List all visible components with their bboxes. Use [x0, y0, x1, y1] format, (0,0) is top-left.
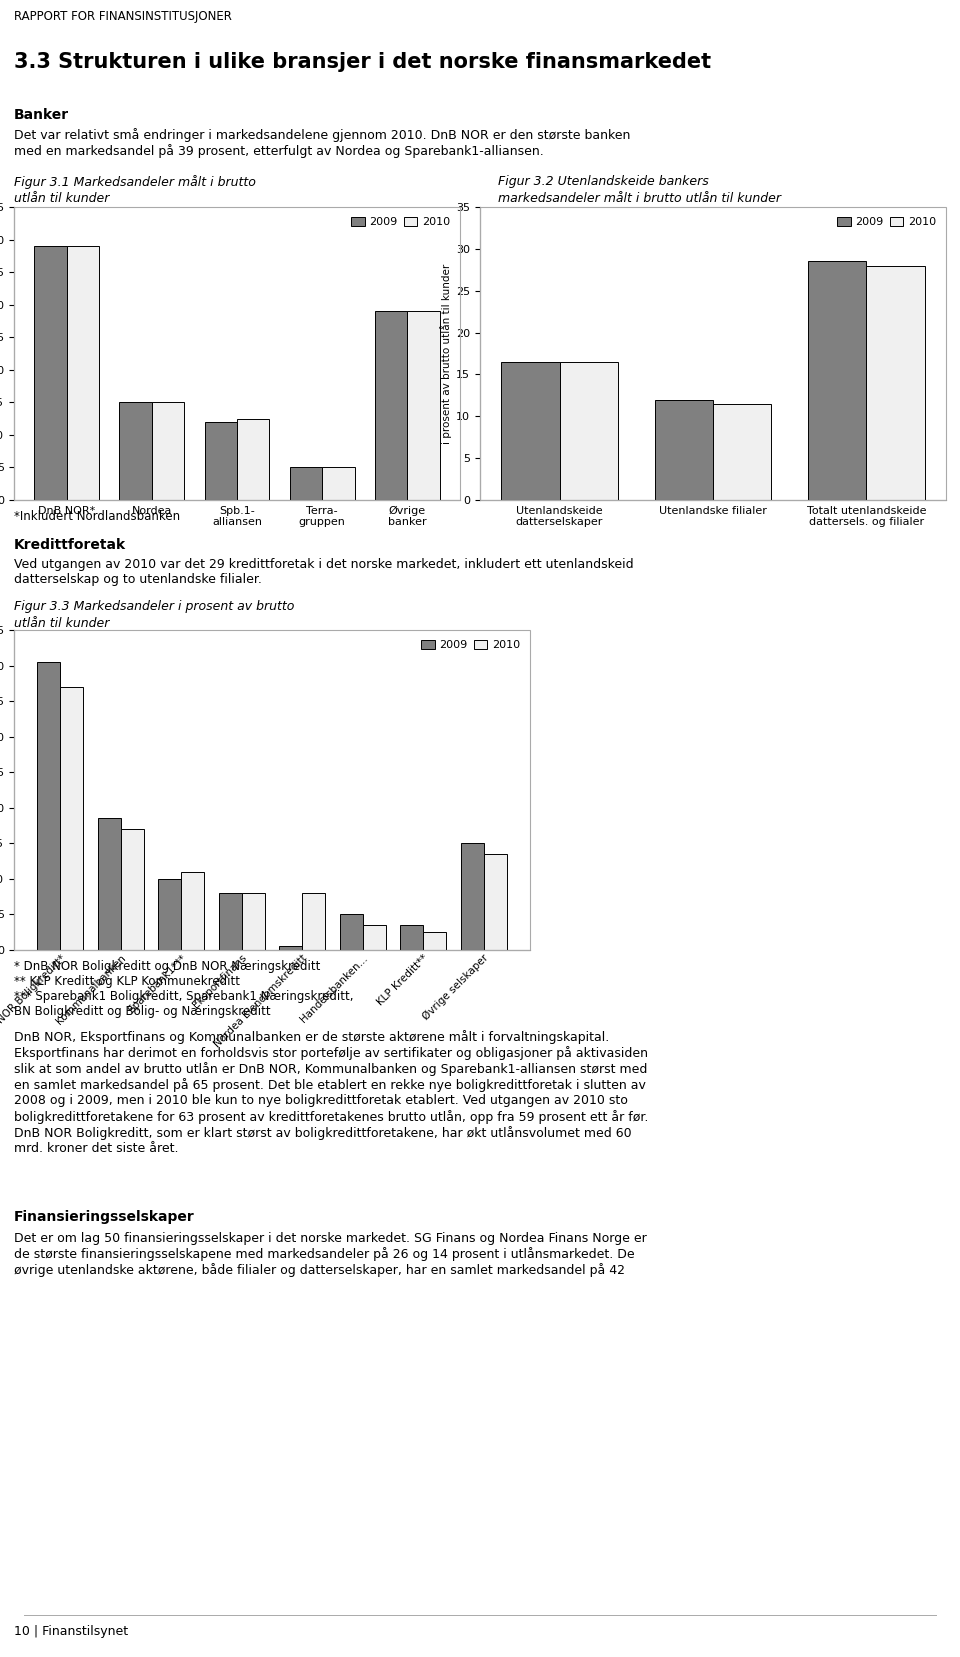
Text: * DnB NOR Boligkreditt og DnB NOR Næringskreditt: * DnB NOR Boligkreditt og DnB NOR Næring… [14, 959, 321, 973]
Text: Ved utgangen av 2010 var det 29 kredittforetak i det norske markedet, inkludert : Ved utgangen av 2010 var det 29 kredittf… [14, 558, 634, 587]
Bar [484, 853, 507, 949]
Text: markedsandeler målt i brutto utlån til kunder: markedsandeler målt i brutto utlån til k… [498, 192, 781, 205]
Bar [279, 946, 302, 949]
Bar [375, 312, 407, 500]
Text: 3.3 Strukturen i ulike bransjer i det norske finansmarkedet: 3.3 Strukturen i ulike bransjer i det no… [14, 51, 711, 71]
Bar [323, 467, 354, 500]
Bar [121, 828, 144, 949]
Text: Figur 3.3 Markedsandeler i prosent av brutto: Figur 3.3 Markedsandeler i prosent av br… [14, 600, 295, 613]
Text: DnB NOR, Eksportfinans og Kommunalbanken er de største aktørene målt i forvaltni: DnB NOR, Eksportfinans og Kommunalbanken… [14, 1031, 648, 1155]
Text: utlån til kunder: utlån til kunder [14, 192, 109, 205]
Bar [35, 247, 66, 500]
Legend: 2009, 2010: 2009, 2010 [347, 212, 454, 232]
Text: RAPPORT FOR FINANSINSTITUSJONER: RAPPORT FOR FINANSINSTITUSJONER [14, 10, 232, 23]
Bar [60, 688, 84, 949]
Bar [560, 361, 618, 500]
Bar [461, 843, 484, 949]
Text: Det er om lag 50 finansieringsselskaper i det norske markedet. SG Finans og Nord: Det er om lag 50 finansieringsselskaper … [14, 1233, 647, 1278]
Y-axis label: i prosent av brutto utlån til kunder: i prosent av brutto utlån til kunder [440, 263, 452, 444]
Bar [290, 467, 323, 500]
Bar [713, 404, 771, 500]
Text: *Inkludert Nordlandsbanken: *Inkludert Nordlandsbanken [14, 510, 180, 524]
Text: Banker: Banker [14, 108, 69, 123]
Bar [407, 312, 440, 500]
Bar [340, 915, 363, 949]
Bar [219, 893, 242, 949]
Bar [119, 403, 152, 500]
Text: 10 | Finanstilsynet: 10 | Finanstilsynet [14, 1626, 128, 1639]
Bar [152, 403, 184, 500]
Bar [204, 423, 237, 500]
Bar [66, 247, 99, 500]
Bar [237, 419, 270, 500]
Text: Det var relativt små endringer i markedsandelene gjennom 2010. DnB NOR er den st: Det var relativt små endringer i markeds… [14, 128, 631, 157]
Bar [423, 933, 446, 949]
Text: Finansieringsselskaper: Finansieringsselskaper [14, 1210, 195, 1225]
Text: Kredittforetak: Kredittforetak [14, 539, 126, 552]
Bar [655, 399, 713, 500]
Bar [867, 265, 924, 500]
Text: utlån til kunder: utlån til kunder [14, 616, 109, 630]
Legend: 2009, 2010: 2009, 2010 [833, 212, 941, 232]
Text: ** KLP Kreditt og KLP Kommunekreditt: ** KLP Kreditt og KLP Kommunekreditt [14, 974, 240, 988]
Bar [400, 925, 423, 949]
Bar [302, 893, 325, 949]
Bar [158, 878, 181, 949]
Bar [363, 925, 386, 949]
Bar [98, 819, 121, 949]
Bar [37, 663, 60, 949]
Bar [242, 893, 265, 949]
Legend: 2009, 2010: 2009, 2010 [417, 636, 524, 655]
Text: BN Boligkreditt og Bolig- og Næringskreditt: BN Boligkreditt og Bolig- og Næringskred… [14, 1006, 271, 1017]
Text: Figur 3.2 Utenlandskeide bankers: Figur 3.2 Utenlandskeide bankers [498, 176, 708, 187]
Bar [501, 361, 560, 500]
Text: Figur 3.1 Markedsandeler målt i brutto: Figur 3.1 Markedsandeler målt i brutto [14, 176, 256, 189]
Bar [181, 872, 204, 949]
Bar [808, 262, 867, 500]
Text: *** Sparebank1 Boligkreditt, Sparebank1 Næringskreditt,: *** Sparebank1 Boligkreditt, Sparebank1 … [14, 989, 353, 1002]
